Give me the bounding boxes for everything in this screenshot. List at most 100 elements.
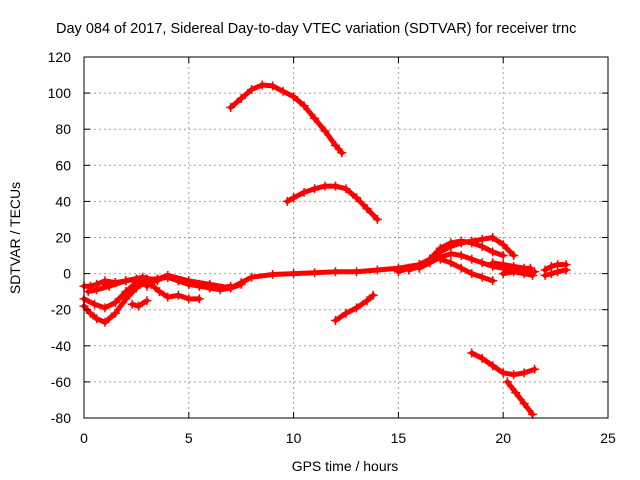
- series-band-late-f: [498, 267, 537, 280]
- series-arc-low-rise: [331, 290, 378, 325]
- data-point: [477, 272, 487, 282]
- data-point: [528, 270, 537, 280]
- data-point: [540, 270, 550, 280]
- data-point: [289, 92, 299, 102]
- series-arc-high-top: [226, 80, 347, 158]
- data-point: [299, 187, 309, 197]
- data-point: [477, 258, 487, 268]
- data-point: [184, 279, 194, 289]
- data-point: [331, 267, 340, 277]
- y-tick-label: 80: [55, 121, 71, 137]
- series-arc-late-drop: [502, 377, 537, 419]
- x-tick-label: 0: [80, 430, 88, 446]
- series-line: [504, 379, 535, 417]
- data-point: [467, 269, 477, 279]
- series-band-early-e: [100, 274, 152, 289]
- data-point: [142, 281, 152, 291]
- data-point: [477, 353, 487, 363]
- data-point: [502, 377, 512, 387]
- series-layer: [79, 80, 571, 419]
- data-point: [467, 254, 477, 264]
- data-point: [372, 214, 382, 224]
- data-point: [477, 242, 487, 251]
- data-point: [194, 281, 204, 291]
- data-point: [456, 251, 466, 260]
- data-point: [519, 399, 529, 409]
- data-point: [92, 285, 102, 295]
- data-point: [446, 249, 456, 259]
- series-line: [500, 269, 535, 278]
- data-point: [247, 272, 257, 282]
- data-point: [194, 294, 204, 304]
- data-point: [446, 258, 456, 268]
- data-point: [488, 258, 498, 268]
- data-point: [498, 251, 508, 260]
- x-tick-label: 5: [185, 430, 193, 446]
- data-point: [509, 251, 519, 260]
- data-point: [341, 184, 351, 194]
- x-tick-label: 20: [495, 430, 511, 446]
- grid-layer: [84, 57, 608, 418]
- series-band-early-f: [127, 296, 152, 311]
- data-point: [498, 368, 508, 378]
- y-tick-label: -80: [51, 410, 71, 426]
- data-point: [488, 233, 498, 242]
- data-point: [528, 409, 537, 419]
- data-point: [519, 269, 529, 279]
- data-point: [100, 303, 110, 313]
- data-point: [163, 272, 173, 282]
- data-point: [134, 301, 143, 311]
- data-point: [299, 101, 309, 111]
- y-tick-label: -20: [51, 302, 71, 318]
- data-point: [127, 299, 137, 309]
- data-point: [488, 247, 498, 257]
- data-point: [498, 240, 508, 250]
- series-line: [284, 183, 380, 222]
- data-point: [236, 279, 246, 289]
- data-point: [362, 204, 372, 214]
- data-point: [155, 287, 164, 297]
- data-point: [414, 263, 424, 273]
- data-point: [268, 81, 278, 91]
- data-point: [236, 94, 246, 103]
- data-point: [467, 238, 477, 248]
- data-point: [257, 80, 267, 90]
- data-point: [435, 243, 445, 253]
- series-line: [129, 298, 150, 309]
- series-arc-high-mid: [282, 181, 382, 224]
- data-point: [331, 316, 340, 325]
- data-point: [488, 361, 498, 371]
- data-point: [110, 278, 120, 288]
- series-line: [542, 267, 569, 278]
- tick-layer: 0 5 10 15 20 25 -80 -60 -40 -20 0 20 40 60 80 100 120: [48, 49, 616, 446]
- data-point: [83, 287, 93, 297]
- data-point: [362, 296, 372, 306]
- data-point: [530, 364, 540, 374]
- series-line: [228, 82, 345, 156]
- data-point: [331, 140, 340, 150]
- data-point: [110, 308, 120, 318]
- data-point: [92, 314, 102, 324]
- data-point: [173, 276, 183, 286]
- series-line: [81, 278, 150, 325]
- chart-title: Day 084 of 2017, Sidereal Day-to-day VTE…: [56, 21, 576, 37]
- data-point: [546, 269, 556, 279]
- data-point: [352, 303, 361, 313]
- data-point: [85, 308, 95, 318]
- data-point: [341, 308, 351, 318]
- x-tick-label: 15: [391, 430, 407, 446]
- data-point: [278, 86, 288, 96]
- data-point: [142, 296, 152, 306]
- y-tick-label: 40: [55, 193, 71, 209]
- data-point: [511, 388, 521, 398]
- data-point: [467, 348, 477, 358]
- data-point: [226, 103, 236, 112]
- data-point: [352, 193, 361, 203]
- y-tick-label: -60: [51, 374, 71, 390]
- data-point: [320, 126, 330, 136]
- data-point: [247, 85, 257, 94]
- series-band-late-h: [540, 265, 571, 280]
- y-tick-label: 0: [63, 266, 71, 282]
- data-point: [393, 267, 403, 277]
- data-point: [456, 236, 466, 246]
